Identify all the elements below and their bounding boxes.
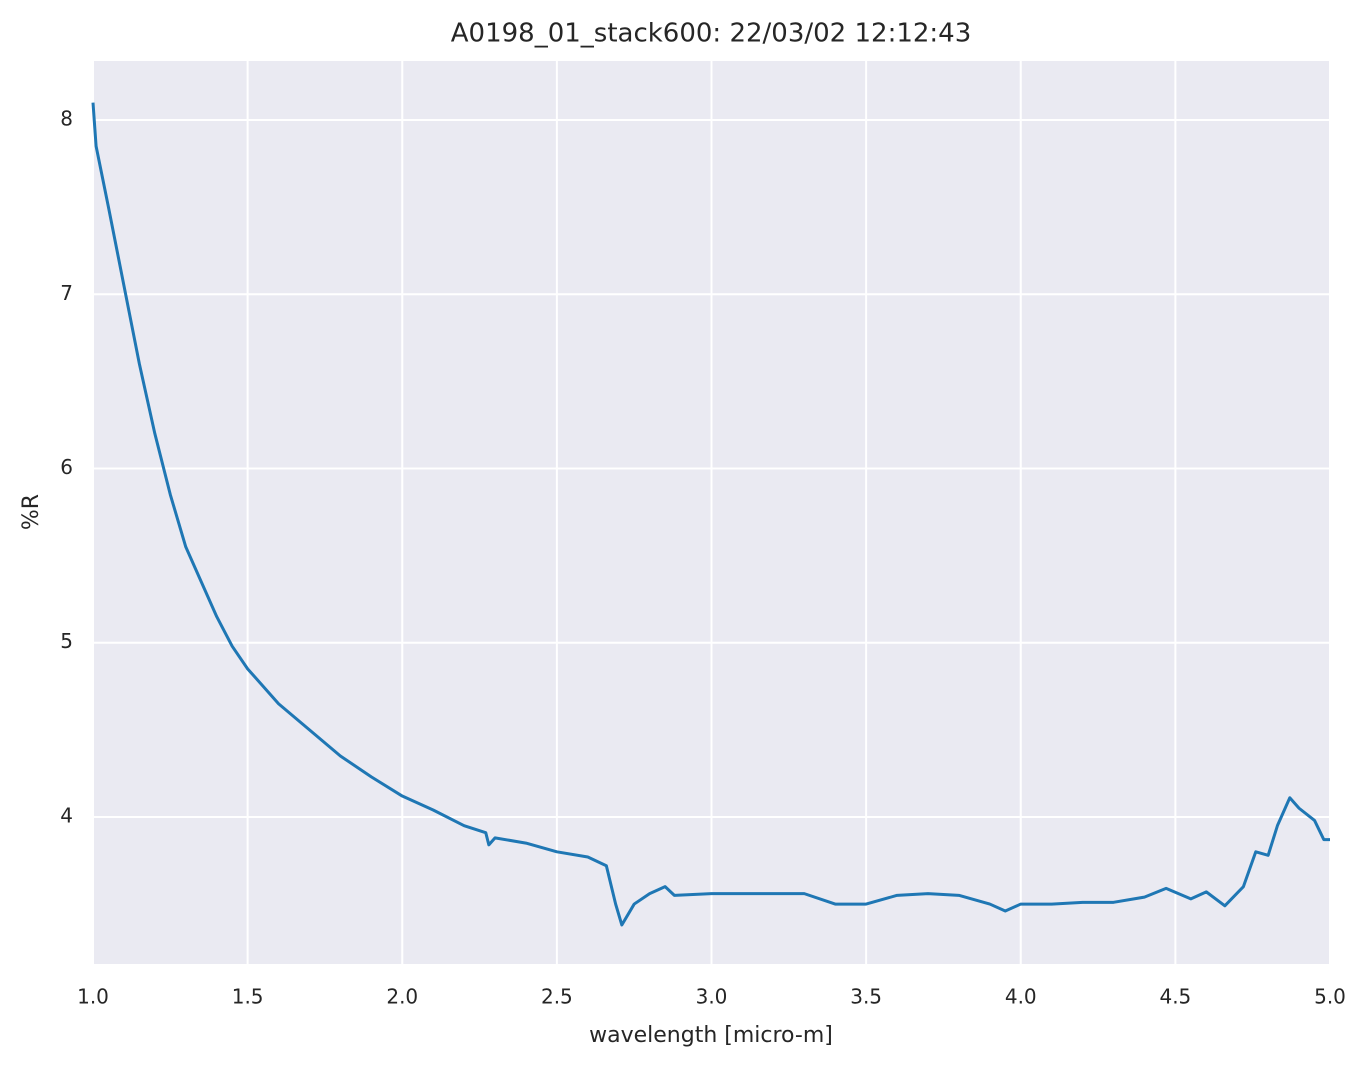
y-tick-label: 5 — [60, 629, 73, 653]
x-tick-label: 2.5 — [541, 985, 573, 1009]
chart-title: A0198_01_stack600: 22/03/02 12:12:43 — [451, 19, 972, 49]
y-tick-label: 7 — [60, 281, 73, 305]
x-tick-label: 5.0 — [1314, 985, 1346, 1009]
data-line — [91, 102, 1330, 927]
x-tick-label: 3.5 — [850, 985, 882, 1009]
y-tick-label: 8 — [60, 107, 73, 131]
x-tick-label: 2.0 — [386, 985, 418, 1009]
y-tick-label: 4 — [60, 803, 73, 827]
x-axis-label: wavelength [micro-m] — [589, 1023, 833, 1048]
y-axis-label: %R — [19, 494, 44, 530]
y-tick-label: 6 — [60, 455, 73, 479]
x-tick-label: 3.0 — [696, 985, 728, 1009]
x-tick-label: 1.5 — [232, 985, 264, 1009]
x-tick-label: 4.0 — [1005, 985, 1037, 1009]
x-tick-label: 1.0 — [77, 985, 109, 1009]
x-tick-label: 4.5 — [1159, 985, 1191, 1009]
